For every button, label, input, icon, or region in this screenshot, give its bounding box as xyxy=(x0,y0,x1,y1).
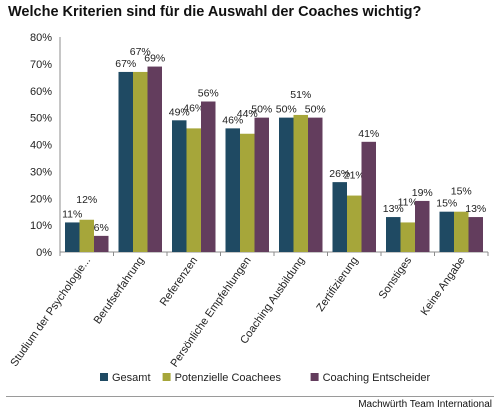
data-label: 56% xyxy=(198,88,219,100)
x-tick-label: Keine Angabe xyxy=(419,255,468,318)
bar xyxy=(332,182,347,252)
footer-divider xyxy=(6,396,494,397)
y-tick-label: 50% xyxy=(30,113,52,125)
x-tick-label: Zertifizierung xyxy=(314,255,360,314)
legend-swatch xyxy=(162,373,171,381)
bar xyxy=(254,117,269,252)
data-label: 67% xyxy=(115,58,136,70)
x-tick-label: Sonstiges xyxy=(377,254,415,301)
bar xyxy=(386,217,401,252)
chart-title: Welche Kriterien sind für die Auswahl de… xyxy=(8,4,422,20)
bar xyxy=(415,200,430,252)
y-tick-label: 20% xyxy=(30,193,52,205)
bar xyxy=(279,117,294,252)
y-tick-label: 40% xyxy=(30,140,52,152)
data-label: 51% xyxy=(290,89,311,101)
bar xyxy=(201,101,216,252)
data-label: 46% xyxy=(222,114,243,126)
y-tick-label: 60% xyxy=(30,86,52,98)
bar xyxy=(468,217,483,252)
footer-credit: Machwürth Team International xyxy=(358,399,492,410)
data-label: 13% xyxy=(465,203,486,215)
y-tick-label: 30% xyxy=(30,166,52,178)
data-label: 11% xyxy=(62,208,82,220)
y-tick-label: 70% xyxy=(30,59,52,71)
bar xyxy=(293,114,308,252)
data-label: 46% xyxy=(183,102,204,114)
data-label: 50% xyxy=(276,104,297,116)
bar xyxy=(147,66,162,252)
bar xyxy=(172,120,187,252)
data-label: 41% xyxy=(358,128,379,140)
bar xyxy=(186,128,201,252)
data-label: 15% xyxy=(451,186,472,198)
bar xyxy=(347,195,362,252)
bar xyxy=(65,222,80,252)
bar xyxy=(133,71,148,252)
data-label: 49% xyxy=(169,106,190,118)
bar xyxy=(361,141,376,252)
legend-label: Gesamt xyxy=(112,372,151,384)
x-tick-label: Studium der Psychologie... xyxy=(8,255,93,369)
y-tick-label: 10% xyxy=(30,220,52,232)
data-label: 6% xyxy=(94,222,109,234)
x-tick-label: Berufserfahrung xyxy=(92,255,147,327)
data-label: 50% xyxy=(251,104,272,116)
bar xyxy=(94,235,109,252)
x-tick-label: Referenzen xyxy=(158,255,200,308)
y-tick-label: 0% xyxy=(36,247,52,259)
data-label: 67% xyxy=(130,46,151,58)
bar xyxy=(439,211,454,252)
data-label: 50% xyxy=(305,104,326,116)
legend-label: Coaching Entscheider xyxy=(323,372,431,384)
data-label: 21% xyxy=(344,170,365,182)
bar xyxy=(118,71,133,252)
data-label: 15% xyxy=(436,198,457,210)
data-label: 26% xyxy=(329,168,350,180)
bar xyxy=(308,117,323,252)
data-label: 44% xyxy=(237,108,258,120)
legend-swatch xyxy=(310,373,319,381)
data-label: 11% xyxy=(398,196,418,208)
bar xyxy=(225,128,240,252)
data-label: 19% xyxy=(412,187,433,199)
footer: Machwürth Team International xyxy=(0,394,500,414)
bar xyxy=(400,222,415,252)
data-label: 13% xyxy=(383,203,404,215)
data-label: 69% xyxy=(144,53,165,65)
legend-swatch xyxy=(100,373,108,381)
bar xyxy=(454,211,469,252)
y-tick-label: 80% xyxy=(30,32,52,44)
bar xyxy=(240,133,255,252)
data-label: 12% xyxy=(76,194,97,206)
bar xyxy=(79,219,94,252)
legend-label: Potenzielle Coachees xyxy=(175,372,282,384)
